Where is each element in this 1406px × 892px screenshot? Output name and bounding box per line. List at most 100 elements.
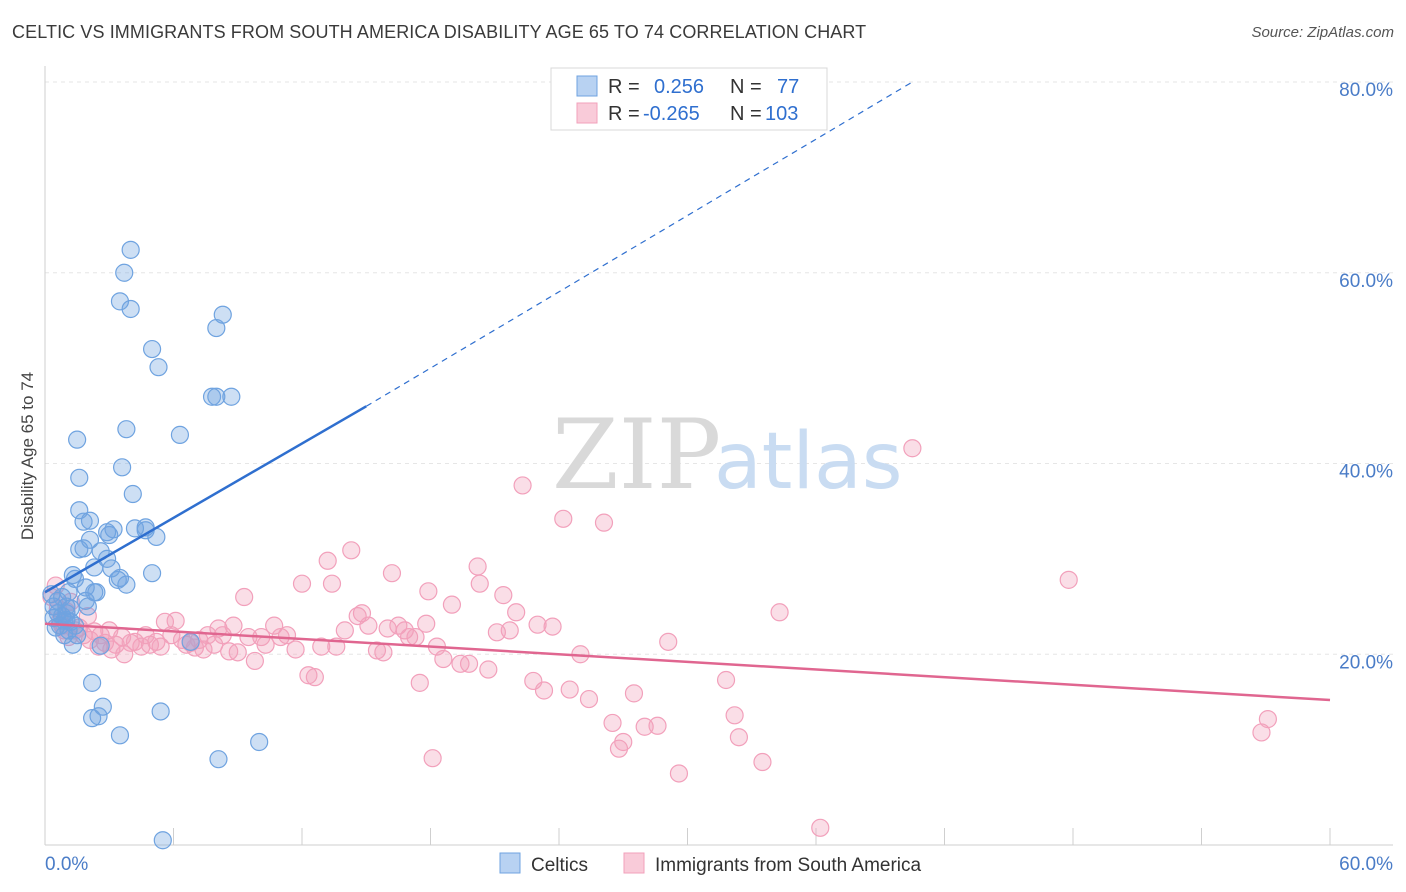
point-immigrants (342, 541, 361, 560)
point-immigrants (423, 749, 442, 768)
point-celtics (70, 468, 89, 487)
point-immigrants (811, 818, 830, 837)
legend-swatch-pink (576, 102, 598, 124)
point-immigrants (554, 509, 573, 528)
point-immigrants (770, 603, 789, 622)
y-tick-label: 80.0% (1339, 80, 1393, 101)
point-celtics (63, 635, 82, 654)
point-celtics (209, 750, 228, 769)
trend-line-celtics-extension (365, 81, 913, 407)
point-immigrants (78, 606, 97, 626)
point-celtics (110, 568, 130, 588)
trend-line-immigrants (44, 622, 1331, 702)
point-immigrants (560, 680, 579, 699)
legend-r-value: 0.256 (654, 76, 704, 98)
point-celtics (80, 511, 100, 530)
point-immigrants (318, 551, 337, 570)
point-immigrants (151, 637, 170, 656)
point-immigrants (903, 439, 922, 458)
point-immigrants (286, 640, 305, 659)
point-celtics (202, 387, 222, 406)
point-immigrants (115, 645, 134, 664)
series-legend-immigrants: Immigrants from South America (655, 855, 922, 876)
y-axis-label: Disability Age 65 to 74 (18, 372, 37, 540)
point-immigrants (528, 615, 547, 634)
point-immigrants (312, 637, 331, 656)
point-immigrants (635, 717, 654, 736)
point-immigrants (417, 614, 436, 633)
point-immigrants (374, 643, 393, 662)
point-celtics (153, 831, 172, 850)
point-immigrants (468, 557, 487, 576)
point-immigrants (494, 586, 513, 605)
point-celtics (213, 305, 232, 324)
chart-source: Source: ZipAtlas.com (1251, 24, 1394, 41)
point-immigrants (669, 764, 689, 783)
legend-n-value: 77 (777, 76, 799, 98)
point-celtics (55, 611, 74, 630)
series-legend-swatch-pink (623, 852, 645, 874)
point-immigrants (198, 626, 217, 645)
point-immigrants (470, 574, 489, 593)
point-celtics (149, 358, 168, 377)
point-celtics (83, 673, 102, 692)
legend-r-label: R = (608, 103, 640, 125)
series-legend: Celtics Immigrants from South America (499, 852, 922, 876)
point-immigrants (648, 716, 667, 735)
point-immigrants (419, 582, 438, 601)
point-immigrants (459, 654, 479, 673)
point-immigrants (513, 476, 532, 495)
point-immigrants (382, 564, 402, 583)
point-immigrants (1258, 710, 1277, 729)
x-tick-label: 60.0% (1339, 854, 1393, 875)
point-celtics (110, 292, 130, 311)
point-immigrants (614, 732, 633, 752)
point-immigrants (579, 689, 599, 709)
point-immigrants (729, 728, 749, 747)
point-immigrants (299, 666, 318, 685)
legend-r-value: -0.265 (643, 103, 700, 125)
chart-title: CELTIC VS IMMIGRANTS FROM SOUTH AMERICA … (12, 22, 867, 42)
point-celtics (80, 530, 100, 549)
trend-line-celtics (44, 405, 367, 594)
stats-legend: R = 0.256 N = 77 R = -0.265 N = 103 (550, 67, 828, 131)
point-celtics (117, 575, 136, 594)
point-celtics (151, 702, 170, 721)
point-celtics (117, 420, 136, 439)
point-celtics (250, 732, 269, 752)
y-tick-label: 20.0% (1339, 652, 1393, 673)
y-tick-label: 60.0% (1339, 271, 1393, 292)
point-immigrants (256, 635, 275, 654)
series-legend-swatch-blue (499, 852, 521, 874)
legend-r-label: R = (608, 76, 640, 98)
point-immigrants (753, 752, 772, 772)
y-tick-label: 40.0% (1339, 462, 1393, 483)
point-immigrants (292, 574, 312, 593)
point-immigrants (725, 706, 744, 725)
trend-lines (44, 81, 1331, 702)
point-immigrants (359, 616, 378, 635)
point-immigrants (543, 617, 562, 636)
data-points (42, 240, 1277, 850)
watermark-zip: ZIP (552, 399, 721, 511)
legend-n-value: 103 (765, 103, 798, 125)
point-immigrants (434, 649, 453, 669)
point-celtics (91, 636, 110, 655)
point-celtics (170, 425, 190, 444)
point-celtics (142, 339, 162, 359)
point-immigrants (534, 681, 554, 700)
point-immigrants (245, 651, 264, 671)
point-immigrants (228, 643, 247, 662)
point-celtics (181, 632, 200, 651)
point-immigrants (716, 670, 736, 690)
point-celtics (83, 709, 102, 728)
point-celtics (222, 387, 241, 406)
point-immigrants (224, 616, 243, 635)
point-immigrants (507, 603, 526, 622)
watermark-atlas: atlas (714, 417, 903, 507)
legend-n-label: N = (730, 103, 762, 125)
point-celtics (74, 512, 93, 531)
legend-swatch-blue (576, 75, 598, 97)
point-immigrants (410, 673, 429, 692)
